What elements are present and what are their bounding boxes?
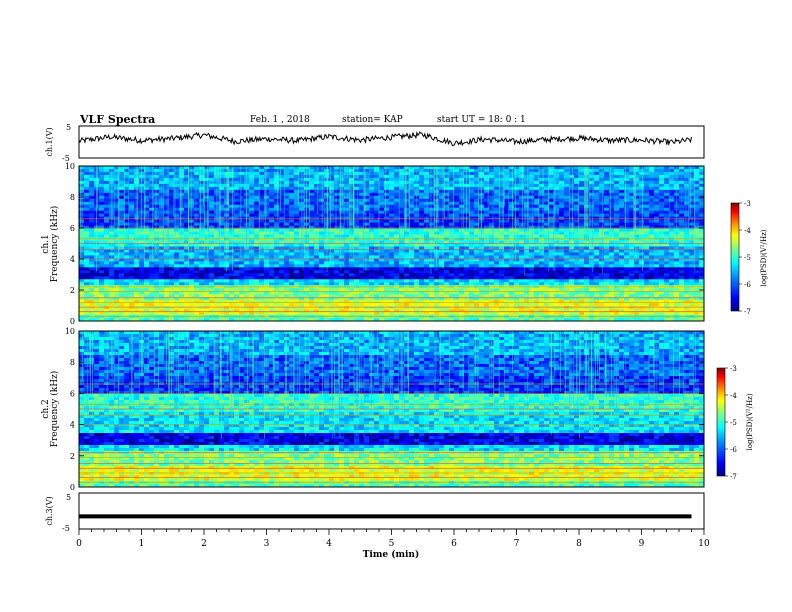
- xtick-label: 6: [451, 539, 457, 549]
- ytick-label: 10: [65, 327, 75, 336]
- colorbar-tick-label: -4: [730, 392, 737, 400]
- ytick-label: 8: [70, 193, 75, 202]
- ytick-label: 2: [70, 286, 75, 295]
- ch1-colorbar-gradient: [730, 202, 740, 312]
- ch2-yticks: 0 2 4 6 8 10: [65, 327, 704, 492]
- ch2-spec-ylabel-channel: ch.2: [41, 399, 51, 418]
- ytick-label: 0: [70, 317, 75, 326]
- ytick-label: 6: [70, 389, 75, 398]
- start-time-label: start UT = 18: 0 : 1: [437, 115, 526, 125]
- xtick-label: 8: [576, 539, 582, 549]
- colorbar-tick-label: -5: [730, 419, 737, 427]
- station-label: station= KAP: [342, 115, 403, 125]
- colorbar-tick-label: -6: [744, 281, 751, 289]
- ch1-spec-ylabel-channel: ch.1: [41, 234, 51, 253]
- ch2-spec-ylabel: Frequency (kHz): [49, 371, 60, 448]
- ch1-colorbar-label: log(PSD)(V²/Hz): [760, 229, 768, 286]
- colorbar-tick-label: -6: [730, 446, 737, 454]
- ch3-ylabel: ch.3(V): [45, 496, 54, 525]
- ch1-yticks: 0 2 4 6 8 10: [65, 162, 704, 326]
- xtick-label: 10: [698, 539, 710, 549]
- ch2-spectrogram-panel: [79, 331, 705, 488]
- x-axis: 0 1 2 3 4 5 6 7 8 9 10: [76, 528, 710, 549]
- colorbar-tick-label: -5: [744, 254, 751, 262]
- colorbar-tick-label: -4: [744, 227, 751, 235]
- ch1-spectrogram-panel: [79, 166, 705, 322]
- ytick-label: 10: [65, 162, 75, 171]
- xtick-label: 3: [264, 539, 270, 549]
- ch1-waveform-panel: 5 -5 ch.1(V): [45, 123, 705, 163]
- ch2-colorbar-gradient: [716, 367, 726, 477]
- xtick-label: 4: [326, 539, 332, 549]
- x-axis-label: Time (min): [363, 549, 420, 560]
- xtick-label: 0: [76, 539, 82, 549]
- ytick-label: 2: [70, 452, 75, 461]
- ch3-ytick-bottom: -5: [62, 524, 70, 533]
- xtick-label: 9: [639, 539, 645, 549]
- colorbar-tick-label: -3: [730, 365, 737, 373]
- ch1-frame: [78, 125, 705, 159]
- ch1-spec-ylabel: Frequency (kHz): [49, 206, 60, 283]
- ch1-colorbar: -3 -4 -5 -6 -7 log(PSD)(V²/Hz): [730, 200, 768, 316]
- xtick-label: 1: [139, 539, 145, 549]
- ytick-label: 8: [70, 358, 75, 367]
- xtick-label: 5: [389, 539, 395, 549]
- xtick-label: 7: [514, 539, 520, 549]
- colorbar-tick-label: -7: [730, 473, 737, 481]
- xtick-label: 2: [201, 539, 207, 549]
- date-label: Feb. 1 , 2018: [250, 115, 310, 125]
- ch2-colorbar-label: log(PSD)(V²/Hz): [746, 393, 754, 450]
- colorbar-tick-label: -7: [744, 308, 751, 316]
- ytick-label: 0: [70, 483, 75, 492]
- ch1-ylabel: ch.1(V): [45, 127, 54, 156]
- ytick-label: 4: [70, 421, 75, 430]
- ch1-trace: [78, 130, 692, 147]
- ytick-label: 6: [70, 224, 75, 233]
- ytick-label: 4: [70, 255, 75, 264]
- ch1-ytick-top: 5: [66, 123, 71, 132]
- ch3-waveform-panel: 5 -5 ch.3(V): [45, 492, 705, 533]
- ch3-ytick-top: 5: [66, 493, 71, 502]
- colorbar-tick-label: -3: [744, 200, 751, 208]
- ch1-spectrogram-frame: [78, 165, 705, 322]
- ch1-ytick-bottom: -5: [62, 154, 70, 163]
- figure-title: VLF Spectra: [80, 113, 156, 126]
- ch3-frame: [78, 492, 705, 530]
- ch2-colorbar: -3 -4 -5 -6 -7 log(PSD)(V²/Hz): [716, 365, 754, 481]
- ch2-spectrogram-frame: [78, 330, 705, 488]
